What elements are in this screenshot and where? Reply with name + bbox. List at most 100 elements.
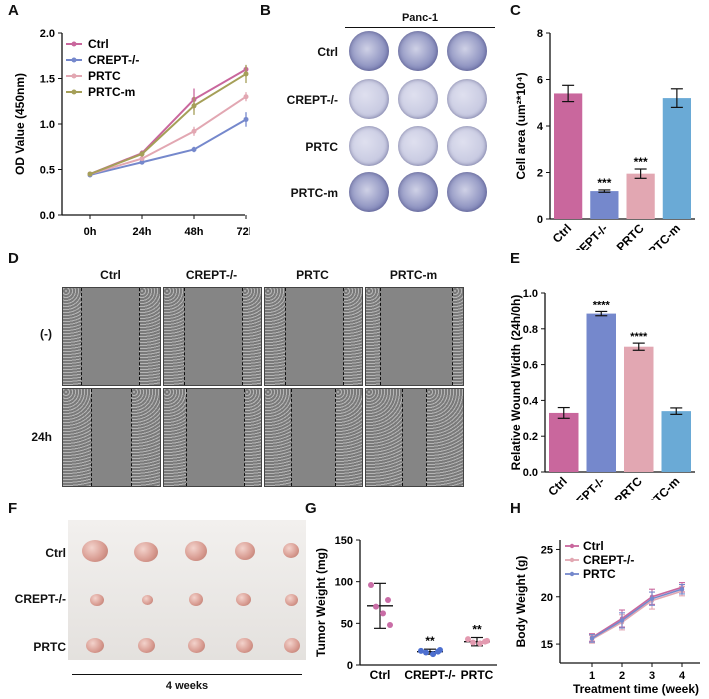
wound-edge — [426, 389, 427, 486]
legend-marker — [569, 543, 575, 549]
significance-label: *** — [634, 155, 648, 169]
cell-layer — [242, 288, 261, 385]
bar — [590, 191, 619, 219]
panel-b-row-prtcm: PRTC-m — [290, 186, 338, 200]
y-axis-label: Cell area (um²*10⁴) — [514, 72, 528, 179]
bar — [586, 313, 616, 472]
chart-g-tumor-weight: 0 50 100 150 Ctrl ** CREPT-/- ** PRTC Tumor Weigh… — [314, 535, 497, 682]
bar — [624, 346, 654, 472]
colony-dish — [447, 79, 487, 119]
y-tick-label: 50 — [341, 618, 353, 630]
wound-edge — [184, 288, 185, 385]
x-tick-label: PRTC-m — [639, 474, 682, 500]
data-point — [368, 582, 374, 588]
data-point — [470, 639, 476, 646]
panel-b-row-prtc: PRTC — [305, 140, 338, 154]
data-point — [385, 597, 391, 603]
y-tick-label: 2.0 — [40, 28, 55, 40]
y-tick-label: 0.0 — [40, 210, 55, 222]
panel-f-row-prtc: PRTC — [33, 640, 66, 654]
wound-micrograph — [163, 287, 262, 386]
colony-dish — [349, 31, 389, 71]
x-tick-label: 0h — [84, 226, 97, 238]
cell-layer — [63, 389, 91, 486]
data-point — [484, 637, 490, 644]
data-point — [387, 622, 393, 628]
x-tick-label: Ctrl — [550, 221, 575, 246]
series-line — [89, 95, 247, 176]
wound-gap — [91, 389, 131, 486]
wound-gap — [291, 389, 335, 486]
y-tick-label: 0.2 — [523, 431, 538, 443]
x-tick-label: 1 — [589, 670, 595, 682]
y-tick-label: 1.0 — [523, 288, 538, 300]
x-tick-label: CREPT-/- — [404, 668, 455, 682]
y-tick-label: 0 — [537, 214, 543, 226]
legend-marker — [71, 73, 77, 79]
wound-edge — [402, 389, 403, 486]
cell-layer — [265, 389, 291, 486]
data-point — [619, 618, 625, 623]
y-tick-label: 0.0 — [523, 467, 538, 479]
series-line — [591, 588, 683, 640]
legend-entry: PRTC — [88, 69, 121, 83]
panel-label-g: G — [305, 500, 317, 517]
legend-marker — [71, 41, 77, 47]
x-tick-label: CREPT-/- — [564, 221, 610, 250]
wound-micrograph — [365, 388, 464, 487]
bar — [554, 93, 583, 219]
cell-layer — [164, 389, 186, 486]
wound-edge — [244, 389, 245, 486]
y-tick-label: 0.4 — [523, 395, 539, 407]
tumor — [284, 638, 300, 653]
data-point — [437, 647, 443, 653]
x-tick-label: Ctrl — [545, 474, 570, 499]
y-tick-label: 1.0 — [40, 119, 55, 131]
y-tick-label: 0 — [347, 660, 353, 672]
x-tick-label: PRTC — [612, 474, 645, 500]
wound-edge — [242, 288, 243, 385]
data-point — [589, 636, 595, 641]
panel-b-title-line — [345, 27, 495, 28]
tumor — [285, 594, 298, 606]
x-tick-label: PRTC-m — [640, 221, 683, 250]
data-point — [380, 610, 386, 617]
panel-f-row-ctrl: Ctrl — [45, 546, 66, 560]
tumor — [142, 595, 153, 605]
tumor — [236, 638, 253, 653]
data-point — [423, 649, 429, 656]
cell-layer — [452, 288, 463, 385]
data-point — [139, 159, 145, 165]
tumor — [188, 638, 205, 653]
wound-edge — [335, 389, 336, 486]
y-tick-label: 15 — [541, 639, 553, 651]
y-tick-label: 6 — [537, 75, 543, 87]
significance-label: ** — [472, 623, 482, 637]
cell-layer — [265, 288, 285, 385]
chart-e-wound-width: 0.0 0.2 0.4 0.6 0.8 1.0 Ctrl **** CREPT-/- **** PR… — [509, 288, 695, 500]
wound-gap — [285, 288, 343, 385]
legend-entry: Ctrl — [583, 539, 604, 553]
wound-edge — [139, 288, 140, 385]
panel-f-caption: 4 weeks — [165, 680, 209, 692]
data-point — [430, 651, 436, 658]
panel-d-row-0h: (-) — [40, 327, 52, 341]
y-tick-label: 1.5 — [40, 74, 55, 86]
x-tick-label: 24h — [133, 226, 152, 238]
wound-micrograph — [365, 287, 464, 386]
panel-label-d: D — [8, 250, 19, 267]
legend-marker — [569, 557, 575, 563]
data-point — [649, 596, 655, 601]
wound-edge — [285, 288, 286, 385]
panel-f-caption-line — [72, 674, 302, 675]
colony-dish — [447, 31, 487, 71]
cell-layer — [366, 389, 402, 486]
wound-gap — [81, 288, 139, 385]
cell-layer — [343, 288, 362, 385]
cell-layer — [426, 389, 463, 486]
x-tick-label: PRTC — [614, 221, 647, 250]
y-tick-label: 0.5 — [40, 165, 55, 177]
tumor — [283, 543, 299, 558]
tumor — [82, 540, 108, 562]
